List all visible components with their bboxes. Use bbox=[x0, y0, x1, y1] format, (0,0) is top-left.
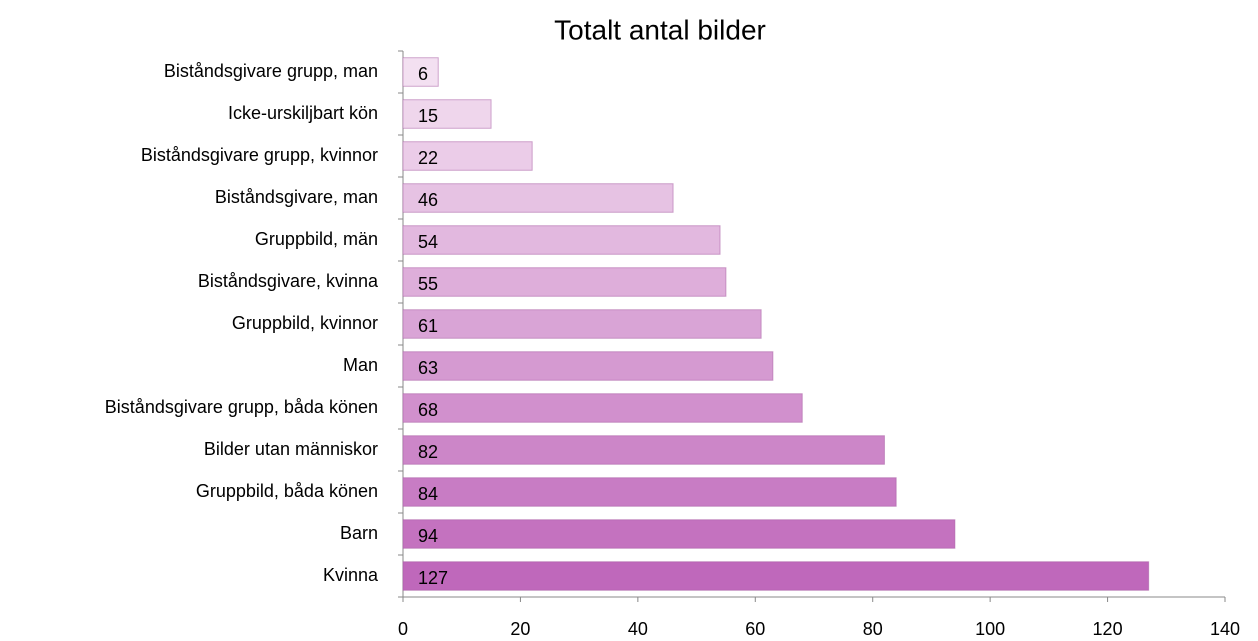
y-tick-label: Bilder utan människor bbox=[204, 439, 378, 459]
data-label: 22 bbox=[418, 148, 438, 168]
y-tick-label: Barn bbox=[340, 523, 378, 543]
data-label: 55 bbox=[418, 274, 438, 294]
bar bbox=[402, 393, 803, 423]
x-tick-label: 120 bbox=[1093, 619, 1123, 639]
x-tick-label: 0 bbox=[398, 619, 408, 639]
x-tick-label: 20 bbox=[510, 619, 530, 639]
y-tick-label: Gruppbild, män bbox=[255, 229, 378, 249]
chart-title: Totalt antal bilder bbox=[554, 14, 766, 45]
bar bbox=[402, 183, 674, 213]
y-tick-label: Biståndsgivare, kvinna bbox=[198, 271, 379, 291]
y-tick-label: Icke-urskiljbart kön bbox=[228, 103, 378, 123]
y-tick-label: Biståndsgivare grupp, båda könen bbox=[105, 397, 378, 417]
y-tick-label: Kvinna bbox=[323, 565, 379, 585]
data-label: 68 bbox=[418, 400, 438, 420]
bar bbox=[402, 309, 762, 339]
bar bbox=[402, 225, 721, 255]
data-label: 54 bbox=[418, 232, 438, 252]
y-tick-label: Biståndsgivare, man bbox=[215, 187, 378, 207]
data-label: 15 bbox=[418, 106, 438, 126]
data-label: 84 bbox=[418, 484, 438, 504]
bar bbox=[402, 141, 533, 171]
data-label: 61 bbox=[418, 316, 438, 336]
y-tick-label: Biståndsgivare grupp, kvinnor bbox=[141, 145, 378, 165]
data-label: 46 bbox=[418, 190, 438, 210]
x-tick-label: 80 bbox=[863, 619, 883, 639]
data-label: 127 bbox=[418, 568, 448, 588]
bar bbox=[402, 351, 774, 381]
bar bbox=[402, 477, 897, 507]
bar bbox=[402, 435, 885, 465]
bar bbox=[402, 519, 956, 549]
x-tick-label: 140 bbox=[1210, 619, 1240, 639]
y-tick-label: Gruppbild, båda könen bbox=[196, 481, 378, 501]
y-tick-label: Gruppbild, kvinnor bbox=[232, 313, 378, 333]
bar bbox=[402, 57, 439, 87]
x-tick-label: 100 bbox=[975, 619, 1005, 639]
x-tick-label: 40 bbox=[628, 619, 648, 639]
y-tick-label: Man bbox=[343, 355, 378, 375]
x-tick-label: 60 bbox=[745, 619, 765, 639]
bar bbox=[402, 561, 1150, 591]
y-tick-label: Biståndsgivare grupp, man bbox=[164, 61, 378, 81]
data-label: 63 bbox=[418, 358, 438, 378]
bar bbox=[402, 99, 492, 129]
data-label: 94 bbox=[418, 526, 438, 546]
data-label: 6 bbox=[418, 64, 428, 84]
data-label: 82 bbox=[418, 442, 438, 462]
bar bbox=[402, 267, 727, 297]
